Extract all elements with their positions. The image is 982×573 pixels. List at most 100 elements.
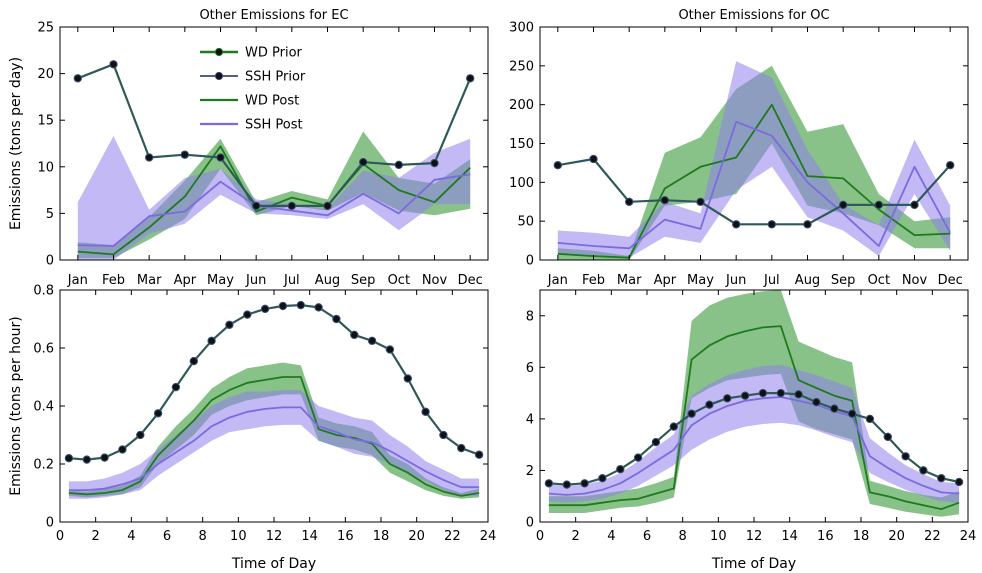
data-point-ssh-prior — [803, 220, 812, 229]
x-tick-label: Mar — [617, 273, 642, 288]
axes-frame — [59, 26, 489, 261]
series-line-ssh-post — [68, 406, 480, 492]
data-point-ssh-prior — [171, 383, 180, 392]
data-point-ssh-prior — [252, 201, 261, 210]
data-point-ssh-prior — [207, 336, 216, 345]
series-line-ssh-prior — [77, 63, 471, 207]
data-point-ssh-prior — [696, 197, 705, 206]
x-tick-label: Apr — [654, 273, 677, 288]
x-tick-label: Aug — [795, 273, 820, 288]
series-line-ssh-prior — [557, 158, 951, 226]
x-tick-label: May — [207, 273, 234, 288]
data-point-ssh-prior — [687, 409, 696, 418]
data-point-ssh-prior — [145, 153, 154, 162]
y-tick-label: 5 — [46, 207, 54, 222]
data-point-ssh-prior — [732, 220, 741, 229]
x-tick-label: 24 — [480, 529, 497, 544]
data-point-ssh-prior — [741, 391, 750, 400]
data-point-ssh-prior — [901, 452, 910, 461]
data-point-ssh-prior — [669, 422, 678, 431]
data-point-ssh-prior — [475, 450, 484, 459]
data-point-ssh-prior — [323, 201, 332, 210]
chart-panel-3: 00.20.40.60.80 2 4 6 8 10 12 14 16 18 20 22 24Emissi… — [8, 284, 496, 573]
band-ssh-post — [557, 61, 951, 258]
y-tick-label: 250 — [509, 59, 534, 74]
legend: WD Prior SSH Prior WD Post SSH Post — [200, 46, 306, 133]
data-point-ssh-prior — [848, 409, 857, 418]
series-line-ssh-post — [77, 173, 471, 247]
series-line-wd-post — [68, 376, 480, 497]
y-tick-label: 0.4 — [33, 400, 54, 415]
data-point-ssh-prior — [430, 159, 439, 168]
x-tick-label: Apr — [174, 273, 197, 288]
x-tick-label: Oct — [868, 273, 890, 288]
y-tick-label: 0 — [526, 254, 534, 269]
x-tick-label: 14 — [301, 529, 318, 544]
chart-panel-1: 0 5 10 15 20 25 Jan Feb Mar Apr May Jun Jul Aug Sep Oct… — [8, 8, 489, 288]
x-tick-label: Feb — [102, 273, 125, 288]
data-point-ssh-prior — [243, 310, 252, 319]
x-tick-label: 16 — [337, 529, 354, 544]
y-tick-label: 4 — [526, 412, 534, 427]
data-point-ssh-prior — [180, 150, 189, 159]
data-point-ssh-prior — [812, 398, 821, 407]
data-point-ssh-prior — [580, 479, 589, 488]
y-tick-label: 300 — [509, 21, 534, 36]
data-point-ssh-prior — [82, 455, 91, 464]
x-tick-label: Jan — [547, 273, 568, 288]
x-tick-label: Mar — [137, 273, 162, 288]
data-point-ssh-prior — [64, 454, 74, 463]
y-tick-label: 20 — [37, 67, 54, 82]
data-point-ssh-prior — [109, 60, 118, 69]
y-tick-label: 0.6 — [33, 342, 54, 357]
y-tick-label: 15 — [37, 114, 54, 129]
x-tick-label: 18 — [373, 529, 390, 544]
series-line-ssh-post — [557, 120, 951, 250]
x-tick-label: 8 — [199, 529, 207, 544]
data-point-ssh-prior — [874, 200, 883, 209]
y-tick-label: 25 — [37, 21, 54, 36]
data-point-ssh-prior — [758, 389, 768, 398]
data-point-ssh-prior — [314, 303, 323, 312]
y-tick-label: 0 — [526, 516, 534, 531]
x-tick-label: 2 — [572, 529, 580, 544]
x-tick-label: 12 — [746, 529, 763, 544]
data-point-ssh-prior — [589, 154, 598, 164]
plot-area — [544, 290, 964, 517]
data-point-ssh-prior — [394, 160, 403, 169]
data-point-ssh-prior — [776, 389, 785, 398]
chart-title: Other Emissions for EC — [199, 8, 348, 23]
legend-marker — [214, 71, 224, 81]
data-point-ssh-prior — [439, 430, 448, 440]
x-tick-label: 0 — [56, 529, 64, 544]
chart-panel-2: 0 50 100 150 200 250 300 Jan Feb Mar Apr May Jun Jul A… — [509, 8, 969, 288]
legend-item-wd-prior: WD Prior — [200, 46, 303, 61]
data-point-ssh-prior — [136, 430, 145, 440]
x-tick-label: Jan — [67, 273, 88, 288]
data-point-ssh-prior — [955, 477, 964, 487]
y-axis-label: Emissions (tons per day) — [8, 57, 24, 230]
x-tick-label: Jun — [245, 273, 266, 288]
y-tick-label: 10 — [37, 160, 54, 175]
series-line-wd-post — [557, 103, 951, 259]
x-tick-label: Oct — [388, 273, 410, 288]
y-tick-label: 2 — [526, 464, 534, 479]
series-line-wd-post — [548, 325, 960, 511]
chart-title: Other Emissions for OC — [678, 8, 829, 23]
data-point-ssh-prior — [368, 336, 377, 345]
y-tick-label: 6 — [526, 361, 534, 376]
y-tick-label: 0.2 — [33, 458, 54, 473]
data-point-ssh-prior — [625, 197, 634, 206]
data-point-ssh-prior — [225, 320, 234, 329]
data-point-ssh-prior — [946, 161, 955, 170]
data-point-ssh-prior — [216, 153, 225, 162]
y-tick-label: 150 — [509, 137, 534, 152]
x-tick-label: 22 — [444, 529, 461, 544]
plot-area — [73, 60, 475, 260]
data-point-ssh-prior — [830, 404, 839, 413]
data-point-ssh-prior — [189, 357, 198, 366]
data-point-ssh-prior — [919, 466, 928, 475]
x-tick-label: May — [687, 273, 714, 288]
data-point-ssh-prior — [466, 74, 475, 83]
band-ssh-post — [77, 136, 471, 260]
